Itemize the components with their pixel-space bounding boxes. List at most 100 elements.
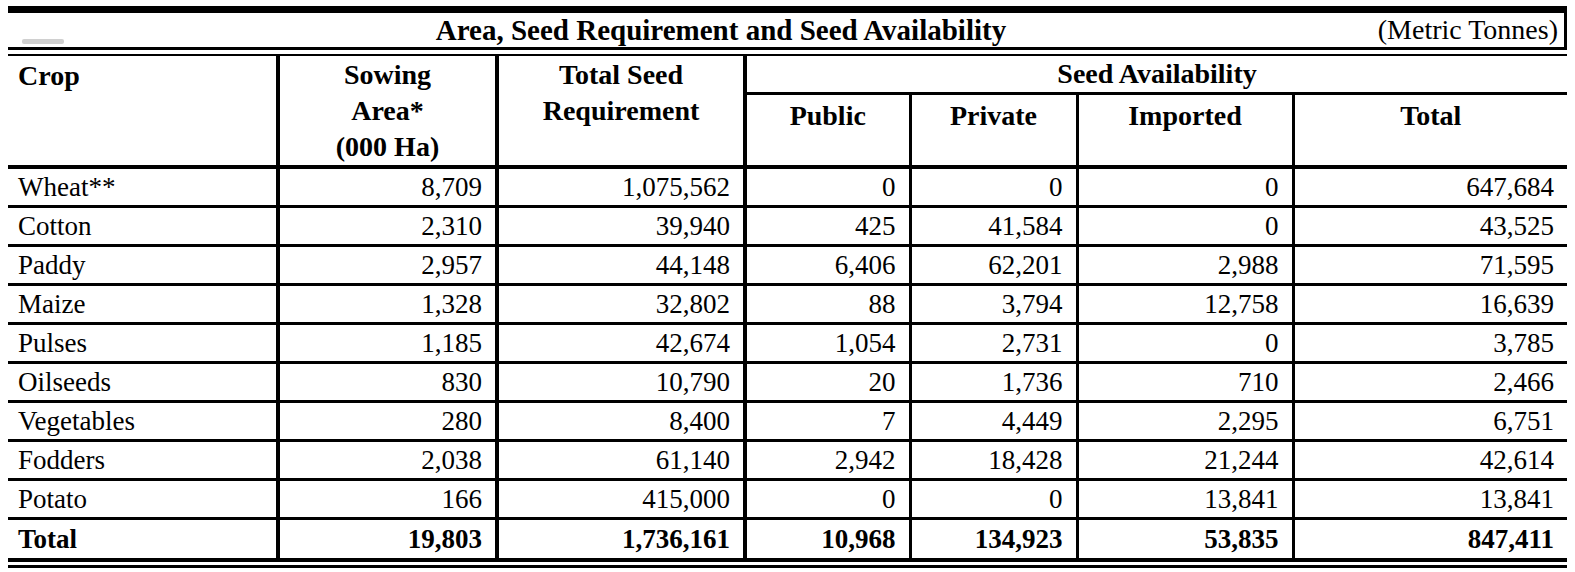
private-availability-cell: 1,736 xyxy=(910,363,1077,402)
imported-availability-cell: 12,758 xyxy=(1077,285,1293,324)
table-row: Oilseeds 830 10,790 20 1,736 710 2,466 xyxy=(8,363,1567,402)
total-availability-cell: 2,466 xyxy=(1293,363,1567,402)
page-title: Area, Seed Requirement and Seed Availabi… xyxy=(8,13,1434,47)
header-line: Area* xyxy=(280,93,495,129)
crop-cell: Vegetables xyxy=(8,402,278,441)
sowing-area-cell: 1,185 xyxy=(278,324,497,363)
total-availability-cell: 6,751 xyxy=(1293,402,1567,441)
table-row: Paddy 2,957 44,148 6,406 62,201 2,988 71… xyxy=(8,246,1567,285)
table-bottom-double-rule xyxy=(8,558,1567,568)
total-availability-cell: 847,411 xyxy=(1293,519,1567,559)
sowing-area-cell: 8,709 xyxy=(278,167,497,207)
header-line: Sowing xyxy=(280,57,495,93)
table-row: Vegetables 280 8,400 7 4,449 2,295 6,751 xyxy=(8,402,1567,441)
crop-cell: Fodders xyxy=(8,441,278,480)
crop-cell: Potato xyxy=(8,480,278,519)
seed-requirement-cell: 61,140 xyxy=(497,441,745,480)
column-header-imported: Imported xyxy=(1077,93,1293,167)
public-availability-cell: 6,406 xyxy=(745,246,910,285)
public-availability-cell: 0 xyxy=(745,480,910,519)
crop-cell: Total xyxy=(8,519,278,559)
seed-requirement-cell: 42,674 xyxy=(497,324,745,363)
seed-requirement-cell: 32,802 xyxy=(497,285,745,324)
imported-availability-cell: 13,841 xyxy=(1077,480,1293,519)
title-separator-double-rule xyxy=(8,47,1567,56)
column-header-total: Total xyxy=(1293,93,1567,167)
imported-availability-cell: 2,295 xyxy=(1077,402,1293,441)
private-availability-cell: 3,794 xyxy=(910,285,1077,324)
seed-requirement-cell: 39,940 xyxy=(497,207,745,246)
sowing-area-cell: 280 xyxy=(278,402,497,441)
table-row: Potato 166 415,000 0 0 13,841 13,841 xyxy=(8,480,1567,519)
sowing-area-cell: 2,038 xyxy=(278,441,497,480)
total-availability-cell: 16,639 xyxy=(1293,285,1567,324)
unit-label: (Metric Tonnes) xyxy=(1378,13,1558,47)
crop-cell: Pulses xyxy=(8,324,278,363)
header-row-group: Crop Sowing Area* (000 Ha) Total Seed Re… xyxy=(8,56,1567,93)
seed-requirement-cell: 1,075,562 xyxy=(497,167,745,207)
private-availability-cell: 0 xyxy=(910,167,1077,207)
public-availability-cell: 1,054 xyxy=(745,324,910,363)
imported-availability-cell: 0 xyxy=(1077,324,1293,363)
table-row: Wheat** 8,709 1,075,562 0 0 0 647,684 xyxy=(8,167,1567,207)
seed-data-table: Crop Sowing Area* (000 Ha) Total Seed Re… xyxy=(8,56,1567,558)
total-availability-cell: 42,614 xyxy=(1293,441,1567,480)
private-availability-cell: 134,923 xyxy=(910,519,1077,559)
crop-cell: Cotton xyxy=(8,207,278,246)
sowing-area-cell: 166 xyxy=(278,480,497,519)
crop-cell: Wheat** xyxy=(8,167,278,207)
crop-cell: Maize xyxy=(8,285,278,324)
column-header-sowing-area: Sowing Area* (000 Ha) xyxy=(278,56,497,167)
header-line: Requirement xyxy=(499,93,743,129)
table-row: Cotton 2,310 39,940 425 41,584 0 43,525 xyxy=(8,207,1567,246)
column-header-public: Public xyxy=(745,93,910,167)
table-row: Pulses 1,185 42,674 1,054 2,731 0 3,785 xyxy=(8,324,1567,363)
sowing-area-cell: 19,803 xyxy=(278,519,497,559)
total-availability-cell: 13,841 xyxy=(1293,480,1567,519)
table-top-border xyxy=(8,6,1567,13)
private-availability-cell: 62,201 xyxy=(910,246,1077,285)
seed-requirement-cell: 415,000 xyxy=(497,480,745,519)
column-header-private: Private xyxy=(910,93,1077,167)
sowing-area-cell: 1,328 xyxy=(278,285,497,324)
crop-cell: Oilseeds xyxy=(8,363,278,402)
document-table: Area, Seed Requirement and Seed Availabi… xyxy=(8,6,1567,568)
private-availability-cell: 2,731 xyxy=(910,324,1077,363)
public-availability-cell: 20 xyxy=(745,363,910,402)
seed-requirement-cell: 8,400 xyxy=(497,402,745,441)
total-availability-cell: 71,595 xyxy=(1293,246,1567,285)
total-availability-cell: 647,684 xyxy=(1293,167,1567,207)
table-row: Maize 1,328 32,802 88 3,794 12,758 16,63… xyxy=(8,285,1567,324)
column-header-total-seed-requirement: Total Seed Requirement xyxy=(497,56,745,167)
imported-availability-cell: 21,244 xyxy=(1077,441,1293,480)
table-title-row: Area, Seed Requirement and Seed Availabi… xyxy=(8,13,1567,47)
imported-availability-cell: 710 xyxy=(1077,363,1293,402)
imported-availability-cell: 53,835 xyxy=(1077,519,1293,559)
imported-availability-cell: 0 xyxy=(1077,167,1293,207)
private-availability-cell: 41,584 xyxy=(910,207,1077,246)
total-availability-cell: 43,525 xyxy=(1293,207,1567,246)
table-row: Fodders 2,038 61,140 2,942 18,428 21,244… xyxy=(8,441,1567,480)
private-availability-cell: 0 xyxy=(910,480,1077,519)
header-line: Total Seed xyxy=(499,57,743,93)
public-availability-cell: 7 xyxy=(745,402,910,441)
sowing-area-cell: 830 xyxy=(278,363,497,402)
public-availability-cell: 425 xyxy=(745,207,910,246)
column-group-header-seed-availability: Seed Availability xyxy=(745,56,1567,93)
private-availability-cell: 18,428 xyxy=(910,441,1077,480)
sowing-area-cell: 2,957 xyxy=(278,246,497,285)
crop-cell: Paddy xyxy=(8,246,278,285)
imported-availability-cell: 0 xyxy=(1077,207,1293,246)
public-availability-cell: 0 xyxy=(745,167,910,207)
table-total-row: Total 19,803 1,736,161 10,968 134,923 53… xyxy=(8,519,1567,559)
seed-requirement-cell: 44,148 xyxy=(497,246,745,285)
header-line: (000 Ha) xyxy=(280,129,495,165)
total-availability-cell: 3,785 xyxy=(1293,324,1567,363)
seed-requirement-cell: 1,736,161 xyxy=(497,519,745,559)
private-availability-cell: 4,449 xyxy=(910,402,1077,441)
imported-availability-cell: 2,988 xyxy=(1077,246,1293,285)
column-header-crop: Crop xyxy=(8,56,278,167)
public-availability-cell: 2,942 xyxy=(745,441,910,480)
sowing-area-cell: 2,310 xyxy=(278,207,497,246)
public-availability-cell: 88 xyxy=(745,285,910,324)
